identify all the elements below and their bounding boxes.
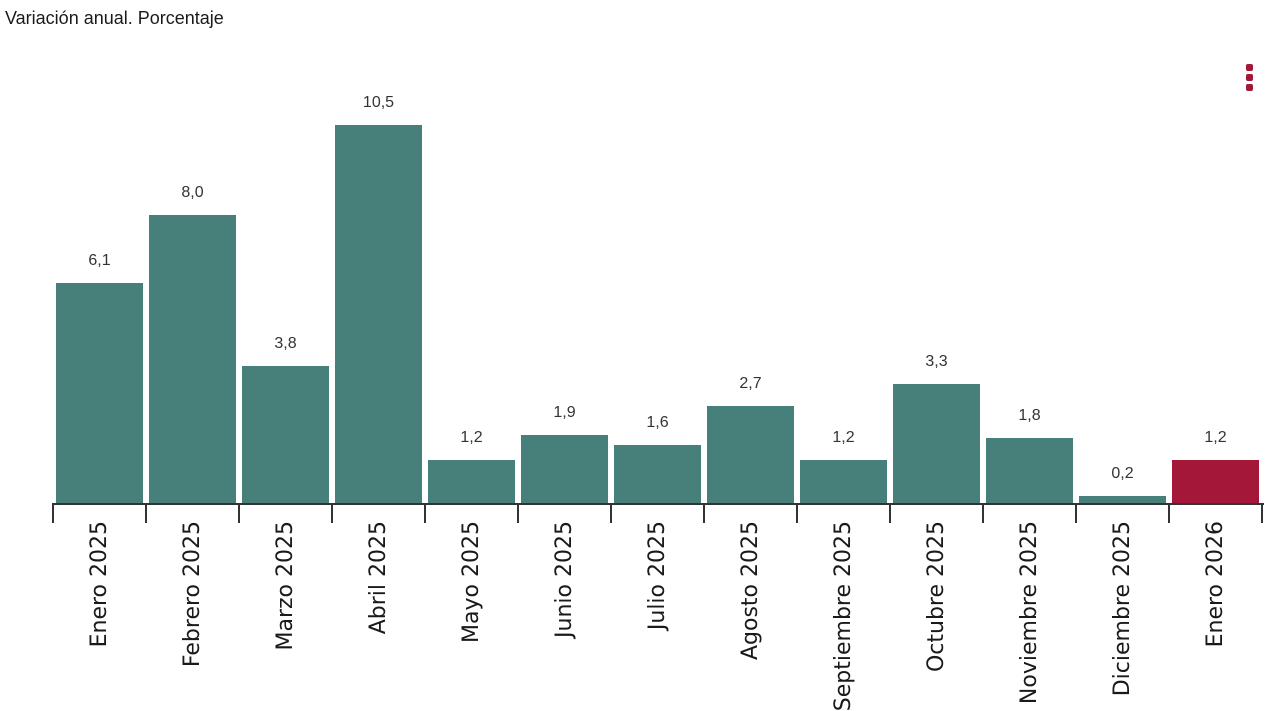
bar-value-label: 3,8 bbox=[274, 335, 297, 352]
x-axis-label: Noviembre 2025 bbox=[1016, 521, 1042, 705]
bar-enero-2026[interactable] bbox=[1172, 460, 1259, 503]
bar-value-label: 1,2 bbox=[832, 429, 855, 446]
bar-noviembre-2025[interactable] bbox=[986, 438, 1073, 503]
context-menu-button[interactable] bbox=[1236, 61, 1262, 97]
x-axis-tick bbox=[1168, 503, 1170, 523]
bar-junio-2025[interactable] bbox=[521, 435, 608, 503]
bar-octubre-2025[interactable] bbox=[893, 384, 980, 503]
x-axis-label: Enero 2026 bbox=[1202, 521, 1228, 648]
x-axis-tick bbox=[1075, 503, 1077, 523]
bar-value-label: 3,3 bbox=[925, 353, 948, 370]
x-axis-tick bbox=[1261, 503, 1263, 523]
bar-abril-2025[interactable] bbox=[335, 125, 422, 503]
kebab-menu-icon bbox=[1245, 84, 1253, 91]
bar-value-label: 1,6 bbox=[646, 414, 669, 431]
bar-value-label: 1,2 bbox=[460, 429, 483, 446]
x-axis-tick bbox=[331, 503, 333, 523]
bar-value-label: 1,8 bbox=[1018, 407, 1041, 424]
bar-julio-2025[interactable] bbox=[614, 445, 701, 503]
x-axis-line bbox=[53, 503, 1264, 505]
x-axis-tick bbox=[424, 503, 426, 523]
bar-agosto-2025[interactable] bbox=[707, 406, 794, 503]
x-axis-label: Enero 2025 bbox=[86, 521, 112, 648]
bar-diciembre-2025[interactable] bbox=[1079, 496, 1166, 503]
x-axis-tick bbox=[796, 503, 798, 523]
bar-mayo-2025[interactable] bbox=[428, 460, 515, 503]
x-axis-label: Abril 2025 bbox=[365, 521, 391, 635]
x-axis-label: Octubre 2025 bbox=[923, 521, 949, 673]
x-axis-label: Julio 2025 bbox=[644, 521, 670, 631]
bar-enero-2025[interactable] bbox=[56, 283, 143, 503]
bar-value-label: 8,0 bbox=[181, 184, 204, 201]
x-axis-tick bbox=[52, 503, 54, 523]
x-axis-label: Agosto 2025 bbox=[737, 521, 763, 661]
x-axis-label: Mayo 2025 bbox=[458, 521, 484, 643]
bar-value-label: 1,2 bbox=[1204, 429, 1227, 446]
bar-septiembre-2025[interactable] bbox=[800, 460, 887, 503]
kebab-menu-icon bbox=[1245, 74, 1253, 81]
bar-value-label: 10,5 bbox=[362, 94, 395, 111]
x-axis-tick bbox=[982, 503, 984, 523]
x-axis-tick bbox=[889, 503, 891, 523]
bar-value-label: 6,1 bbox=[88, 252, 111, 269]
bar-febrero-2025[interactable] bbox=[149, 215, 236, 503]
x-axis-label: Febrero 2025 bbox=[179, 521, 205, 668]
chart-title: Variación anual. Porcentaje bbox=[5, 8, 224, 28]
bar-value-label: 2,7 bbox=[739, 375, 762, 392]
x-axis-tick bbox=[703, 503, 705, 523]
x-axis-label: Junio 2025 bbox=[551, 521, 577, 638]
x-axis-label: Marzo 2025 bbox=[272, 521, 298, 651]
x-axis-tick bbox=[517, 503, 519, 523]
bar-value-label: 1,9 bbox=[553, 404, 576, 421]
x-axis-label: Diciembre 2025 bbox=[1109, 521, 1135, 697]
x-axis-tick bbox=[238, 503, 240, 523]
kebab-menu-icon bbox=[1245, 64, 1253, 71]
bar-value-label: 0,2 bbox=[1111, 465, 1134, 482]
x-axis-tick bbox=[610, 503, 612, 523]
bar-marzo-2025[interactable] bbox=[242, 366, 329, 503]
x-axis-tick bbox=[145, 503, 147, 523]
x-axis-label: Septiembre 2025 bbox=[830, 521, 856, 711]
